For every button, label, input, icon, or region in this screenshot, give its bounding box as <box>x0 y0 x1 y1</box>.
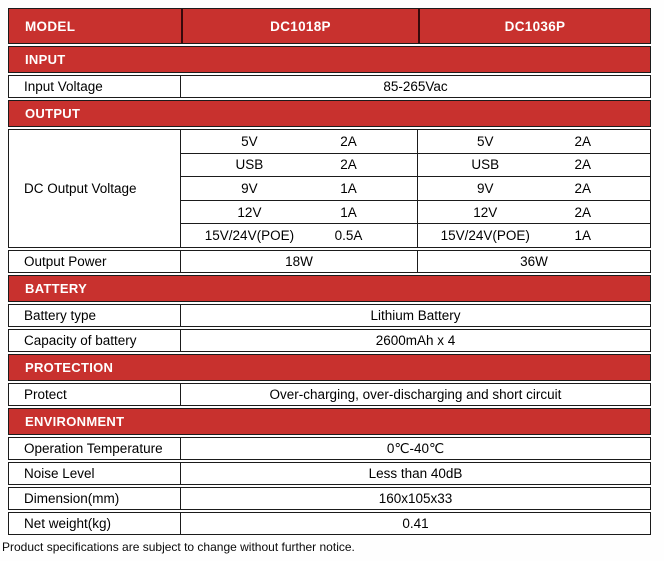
voltage-value: 12V <box>237 204 262 220</box>
dc-subrow: USB 2A <box>181 154 417 178</box>
output-power-dc1018p: 18W <box>181 251 418 272</box>
net-weight-value: 0.41 <box>402 516 429 531</box>
section-title-environment: ENVIRONMENT <box>25 414 125 429</box>
output-power-row: Output Power 18W 36W <box>8 250 651 273</box>
dc-subrow: 12V 2A <box>418 201 650 225</box>
input-voltage-label: Input Voltage <box>9 76 181 97</box>
dc-subrow: 5V 2A <box>418 130 650 154</box>
input-voltage-row: Input Voltage 85-265Vac <box>8 75 651 98</box>
model-name-dc1036p: DC1036P <box>418 9 650 43</box>
dc-subrow: 12V 1A <box>181 201 417 225</box>
voltage-value: 15V/24V(POE) <box>204 228 295 244</box>
dc-subrow: 15V/24V(POE) 0.5A <box>181 224 417 247</box>
current-value: 1A <box>574 228 591 244</box>
battery-type-row: Battery type Lithium Battery <box>8 304 651 327</box>
protect-label: Protect <box>9 384 181 405</box>
output-power-dc1036p: 36W <box>520 254 548 269</box>
dc-subrow: 9V 2A <box>418 177 650 201</box>
dc-output-column-dc1036p: 5V 2A USB 2A 9V 2A 12V 2A 15V/24V(POE) <box>418 130 650 247</box>
voltage-value: 5V <box>241 133 258 149</box>
section-bar-protection: PROTECTION <box>8 354 651 381</box>
noise-level-row: Noise Level Less than 40dB <box>8 462 651 485</box>
dc-output-column-dc1018p: 5V 2A USB 2A 9V 1A 12V 1A 15V/24V(POE) <box>181 130 418 247</box>
dc-subrow: 15V/24V(POE) 1A <box>418 224 650 247</box>
current-value: 1A <box>340 204 357 220</box>
noise-level-label: Noise Level <box>9 463 181 484</box>
dimension-label: Dimension(mm) <box>9 488 181 509</box>
voltage-value: 9V <box>241 180 258 196</box>
current-value: 2A <box>574 180 591 196</box>
protect-row: Protect Over-charging, over-discharging … <box>8 383 651 406</box>
protect-value: Over-charging, over-discharging and shor… <box>269 387 562 402</box>
battery-capacity-value: 2600mAh x 4 <box>375 333 456 348</box>
dc-subrow: 5V 2A <box>181 130 417 154</box>
operation-temperature-value: 0℃-40℃ <box>386 440 445 456</box>
battery-capacity-label: Capacity of battery <box>9 330 181 351</box>
footer-note: Product specifications are subject to ch… <box>2 540 355 554</box>
noise-level-value: Less than 40dB <box>368 466 463 481</box>
section-bar-input: INPUT <box>8 46 651 73</box>
dimension-value: 160x105x33 <box>378 491 453 506</box>
voltage-value: 5V <box>477 133 494 149</box>
battery-type-label: Battery type <box>9 305 181 326</box>
net-weight-row: Net weight(kg) 0.41 <box>8 512 651 535</box>
net-weight-label: Net weight(kg) <box>9 513 181 534</box>
operation-temperature-label: Operation Temperature <box>9 438 181 459</box>
section-bar-output: OUTPUT <box>8 100 651 127</box>
spec-table: MODEL DC1018P DC1036P INPUT Input Voltag… <box>8 8 651 537</box>
voltage-value: USB <box>471 157 500 173</box>
dc-subrow: USB 2A <box>418 154 650 178</box>
current-value: 2A <box>574 157 591 173</box>
section-title-output: OUTPUT <box>25 106 81 121</box>
current-value: 1A <box>340 180 357 196</box>
input-voltage-value: 85-265Vac <box>383 79 448 94</box>
output-power-label: Output Power <box>9 251 181 272</box>
dc-subrow: 9V 1A <box>181 177 417 201</box>
model-header-label: MODEL <box>25 18 76 34</box>
section-title-battery: BATTERY <box>25 281 88 296</box>
battery-type-value: Lithium Battery <box>370 308 461 323</box>
section-bar-battery: BATTERY <box>8 275 651 302</box>
model-name-dc1018p: DC1018P <box>181 9 418 43</box>
battery-capacity-row: Capacity of battery 2600mAh x 4 <box>8 329 651 352</box>
section-bar-environment: ENVIRONMENT <box>8 408 651 435</box>
model-header-row: MODEL DC1018P DC1036P <box>8 8 651 44</box>
section-title-input: INPUT <box>25 52 66 67</box>
current-value: 2A <box>574 204 591 220</box>
current-value: 2A <box>340 157 357 173</box>
current-value: 0.5A <box>334 228 363 244</box>
voltage-value: USB <box>235 157 264 173</box>
dimension-row: Dimension(mm) 160x105x33 <box>8 487 651 510</box>
dc-output-block: DC Output Voltage 5V 2A USB 2A 9V 1A 12V… <box>8 129 651 248</box>
dc-output-label: DC Output Voltage <box>9 130 181 247</box>
section-title-protection: PROTECTION <box>25 360 114 375</box>
voltage-value: 15V/24V(POE) <box>440 228 530 244</box>
voltage-value: 12V <box>473 204 498 220</box>
current-value: 2A <box>574 133 591 149</box>
voltage-value: 9V <box>477 180 494 196</box>
operation-temperature-row: Operation Temperature 0℃-40℃ <box>8 437 651 460</box>
current-value: 2A <box>340 133 357 149</box>
